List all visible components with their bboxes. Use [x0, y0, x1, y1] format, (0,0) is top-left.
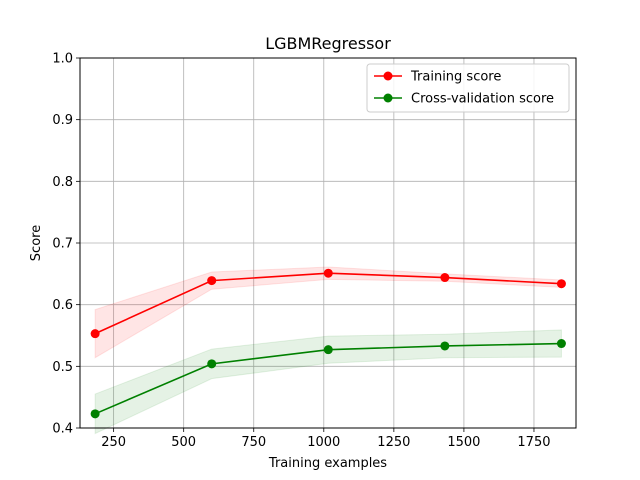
series-points: [90, 268, 566, 419]
y-tick-label: 0.8: [52, 175, 73, 190]
x-tick-label: 250: [101, 435, 126, 450]
legend-training-label: Training score: [410, 70, 501, 85]
cross-validation-score-point: [207, 359, 217, 369]
y-tick-label: 0.5: [52, 360, 73, 375]
y-tick-label: 0.4: [52, 422, 73, 437]
y-axis-label: Score: [29, 225, 44, 261]
x-ticks: 250 500 750 1000 1250 1500 1750: [101, 428, 551, 450]
legend-cross-validation-marker: [383, 93, 393, 103]
y-tick-label: 0.9: [52, 113, 73, 128]
x-tick-label: 500: [171, 435, 196, 450]
y-ticks: 0.4 0.5 0.6 0.7 0.8 0.9 1.0: [52, 52, 80, 437]
cross-validation-score-point: [556, 339, 566, 349]
cross-validation-score-point: [90, 409, 100, 419]
cross-validation-score-point: [440, 341, 450, 351]
training-score-point: [207, 276, 217, 286]
legend-box: [366, 63, 570, 113]
x-tick-label: 1000: [307, 435, 340, 450]
cross-validation-score-band: [94, 329, 562, 435]
x-tick-label: 1500: [447, 435, 480, 450]
legend-cross-validation-label: Cross-validation score: [411, 92, 554, 107]
y-tick-label: 1.0: [52, 52, 73, 67]
cross-validation-score-point: [323, 345, 333, 355]
legend-training-marker: [383, 71, 393, 81]
training-score-point: [323, 268, 333, 278]
training-score-point: [556, 279, 566, 289]
y-tick-label: 0.6: [52, 298, 73, 313]
x-axis-label: Training examples: [268, 456, 387, 471]
legend: Training score Cross-validation score: [366, 63, 570, 113]
chart-title: LGBMRegressor: [265, 34, 391, 53]
y-tick-label: 0.7: [52, 237, 73, 252]
x-tick-label: 1750: [517, 435, 550, 450]
training-score-point: [440, 273, 450, 283]
training-score-point: [90, 329, 100, 339]
x-tick-label: 750: [241, 435, 266, 450]
x-tick-label: 1250: [377, 435, 410, 450]
